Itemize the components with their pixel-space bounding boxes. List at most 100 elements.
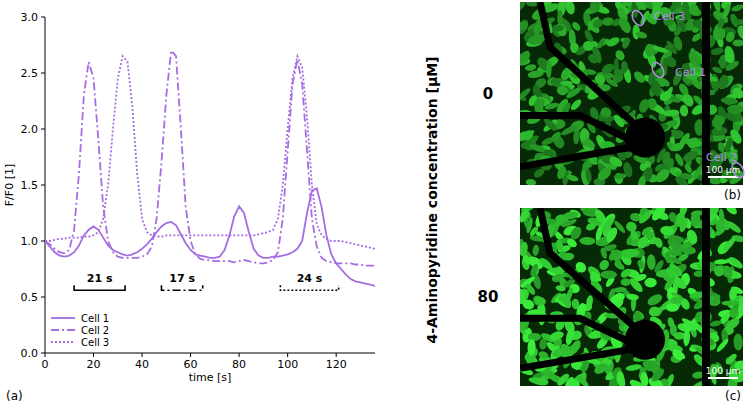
panel-label: (a): [6, 389, 23, 403]
legend-swatch: [51, 329, 75, 331]
cell-texture: [681, 149, 699, 164]
cell-texture: [556, 85, 568, 96]
cell-texture: [600, 215, 617, 233]
cell-texture: [712, 2, 722, 13]
cell-texture: [667, 317, 676, 329]
cell-texture: [715, 337, 730, 353]
cell-texture: [527, 69, 544, 79]
cell-texture: [600, 270, 617, 279]
x-tick-label: 100: [277, 358, 298, 371]
cell-texture: [710, 73, 720, 92]
cell-outline: [630, 9, 647, 28]
cell-texture: [650, 208, 668, 223]
y-tick: [41, 129, 45, 130]
cell-texture: [591, 17, 604, 30]
cell-texture: [731, 3, 743, 13]
y-tick: [41, 353, 45, 354]
cell-texture: [592, 361, 609, 376]
cell-texture: [524, 282, 537, 296]
cell-texture: [635, 30, 648, 39]
cell-texture: [663, 109, 680, 117]
annotation: 17 s: [169, 272, 195, 285]
cell-texture: [714, 115, 723, 131]
cell-texture: [608, 155, 624, 169]
cell-texture: [579, 127, 589, 142]
cell-texture: [680, 92, 696, 109]
cell-texture: [595, 165, 613, 183]
cell-label: Cell 3: [654, 10, 685, 23]
cell-texture: [647, 254, 656, 270]
series-line: [45, 188, 375, 285]
cell-texture: [722, 236, 737, 253]
cell-texture: [724, 208, 739, 216]
x-tick-label: 80: [232, 358, 246, 371]
y-tick-label: 1.0: [21, 235, 39, 248]
cell-texture: [652, 45, 670, 54]
cell-texture: [718, 208, 725, 224]
legend-entry: Cell 2: [81, 325, 109, 336]
cell-texture: [649, 2, 662, 9]
cell-texture: [528, 376, 545, 386]
cell-texture: [717, 74, 730, 90]
concentration-label: 80: [478, 288, 499, 306]
cell-texture: [683, 328, 691, 346]
legend-swatch: [51, 317, 75, 319]
cell-texture: [660, 226, 675, 236]
cell-texture: [569, 98, 583, 112]
cell-texture: [521, 298, 535, 311]
cell-texture: [709, 320, 722, 328]
cell-texture: [617, 16, 634, 35]
cell-texture: [616, 371, 625, 386]
cell-texture: [527, 339, 536, 356]
cell-texture: [732, 39, 743, 46]
cell-texture: [668, 234, 686, 245]
cell-texture: [637, 175, 647, 185]
cell-texture: [636, 259, 647, 271]
cell-texture: [672, 25, 683, 37]
cell-texture: [520, 20, 529, 33]
cell-texture: [610, 251, 623, 268]
cell-texture: [566, 173, 580, 182]
cell-texture: [627, 276, 644, 294]
cell-texture: [663, 275, 677, 292]
x-tick: [45, 353, 46, 357]
cell-texture: [625, 220, 639, 233]
cell-texture: [714, 259, 729, 265]
cell-texture: [640, 372, 650, 386]
cell-texture: [561, 217, 578, 228]
channel: [520, 115, 640, 144]
cell-texture: [560, 81, 573, 87]
legend-entry: Cell 3: [81, 337, 109, 348]
cell-texture: [564, 327, 575, 346]
channel: [520, 145, 645, 167]
y-tick-label: 2.5: [21, 67, 39, 80]
cell-texture: [528, 225, 539, 237]
cell-texture: [692, 165, 703, 181]
cell-texture: [683, 163, 693, 174]
cell-texture: [635, 235, 650, 251]
cell-texture: [621, 248, 640, 259]
concentration-label: 0: [483, 85, 493, 103]
cell-texture: [537, 350, 549, 360]
panel-label: (c): [725, 389, 741, 403]
x-tick-label: 20: [87, 358, 101, 371]
cell-texture: [520, 241, 529, 257]
plot-area: [45, 51, 375, 286]
y-tick: [41, 17, 45, 18]
cell-texture: [596, 36, 607, 49]
y-tick: [41, 73, 45, 74]
cell-texture: [733, 333, 743, 351]
cell-texture: [715, 27, 727, 41]
y-tick: [41, 297, 45, 298]
cell-texture: [649, 366, 666, 383]
cell-texture: [520, 130, 529, 143]
series-line: [45, 56, 375, 249]
cell-texture: [688, 4, 699, 16]
cell-label: Cell 2: [706, 151, 737, 164]
cell-texture: [639, 9, 651, 26]
y-tick-label: 1.5: [21, 179, 39, 192]
x-tick: [142, 353, 143, 357]
scale-bar-label: 100 µm: [706, 366, 741, 376]
annotation: 24 s: [297, 272, 323, 285]
cell-texture: [585, 168, 593, 183]
